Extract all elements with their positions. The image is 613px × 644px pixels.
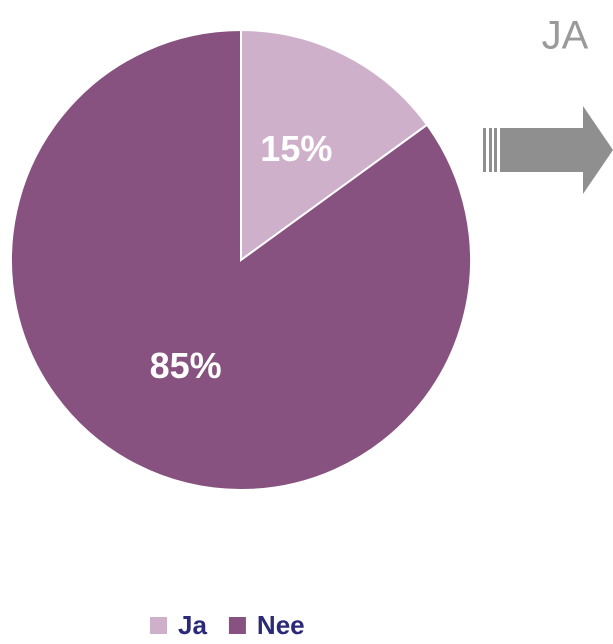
pie-slice (240, 28, 429, 262)
data-label: 15% (260, 128, 332, 169)
legend-label: Ja (178, 610, 207, 640)
legend-swatch (228, 617, 246, 634)
arrow (483, 106, 613, 194)
legend-swatch (150, 617, 167, 634)
legend-label: Nee (257, 610, 305, 640)
annotation: JA (542, 14, 589, 58)
pie-slice (10, 28, 472, 491)
data-label: 85% (150, 345, 222, 386)
